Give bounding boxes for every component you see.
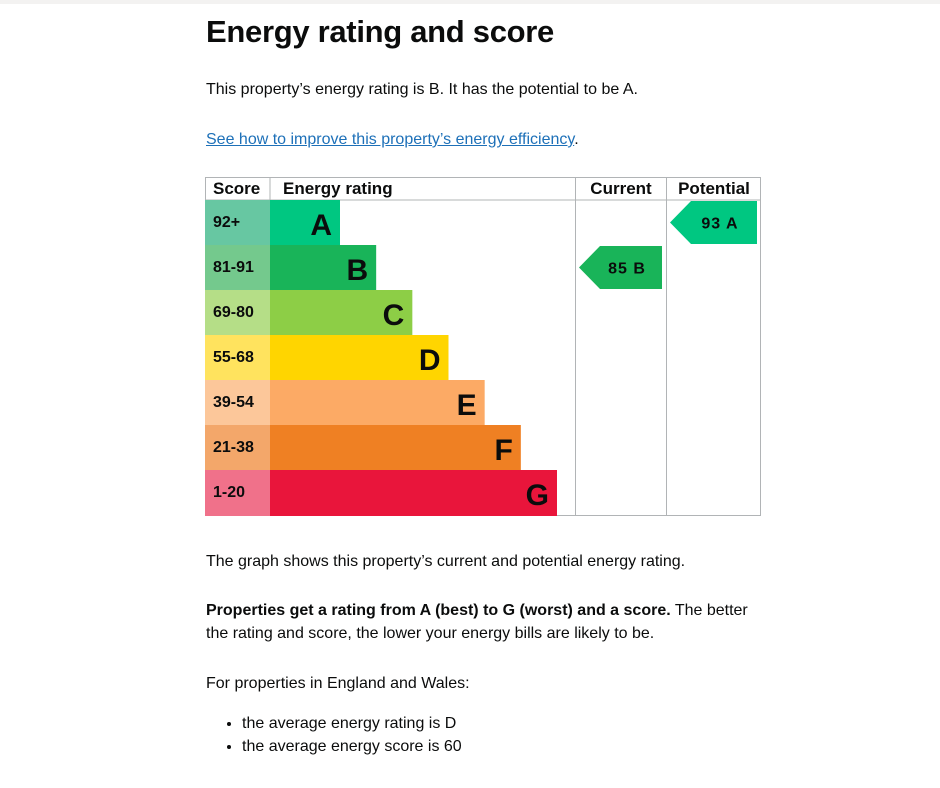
- score-range-label: 69-80: [213, 304, 254, 321]
- energy-rating-header: Energy rating: [283, 179, 393, 198]
- average-rating-item: the average energy rating is D: [242, 712, 462, 735]
- score-cell: [205, 200, 270, 245]
- score-cell: [205, 425, 270, 470]
- rating-band-bar: [270, 335, 449, 380]
- potential-header: Potential: [678, 179, 750, 198]
- rating-band-letter: E: [457, 389, 477, 422]
- link-period: .: [574, 131, 579, 148]
- rating-intro: This property’s energy rating is B. It h…: [206, 81, 638, 98]
- improve-efficiency-link[interactable]: See how to improve this property’s energ…: [206, 131, 575, 148]
- rating-band-bar: [270, 470, 557, 516]
- score-range-label: 55-68: [213, 349, 254, 366]
- graph-caption: The graph shows this property’s current …: [206, 553, 686, 570]
- top-border: [0, 0, 940, 4]
- score-range-label: 92+: [213, 214, 240, 231]
- potential-rating-label: 93 A: [701, 216, 738, 233]
- score-range-label: 1-20: [213, 484, 245, 501]
- score-range-label: 81-91: [213, 259, 254, 276]
- current-rating-label: 85 B: [608, 261, 646, 278]
- score-range-label: 21-38: [213, 439, 254, 456]
- rating-band-letter: D: [419, 344, 441, 377]
- page-title: Energy rating and score: [206, 14, 554, 49]
- improve-link-paragraph: See how to improve this property’s energ…: [206, 128, 579, 151]
- rating-band-letter: A: [310, 209, 332, 242]
- rating-info-rest: The better: [670, 602, 748, 619]
- rating-band-letter: G: [526, 479, 549, 512]
- rating-info: Properties get a rating from A (best) to…: [206, 599, 748, 645]
- average-score-item: the average energy score is 60: [242, 735, 462, 758]
- score-cell: [205, 290, 270, 335]
- score-cell: [205, 335, 270, 380]
- rating-band-bar: [270, 245, 377, 290]
- rating-band-bar: [270, 380, 485, 425]
- rating-band-bar: [270, 200, 340, 245]
- rating-info-line2: the rating and score, the lower your ene…: [206, 625, 655, 642]
- current-arrow: [579, 246, 662, 289]
- score-header: Score: [213, 179, 260, 198]
- rating-band-bar: [270, 290, 413, 335]
- score-cell: [205, 245, 270, 290]
- averages-list: the average energy rating is D the avera…: [224, 712, 462, 758]
- rating-band-letter: F: [495, 434, 513, 467]
- averages-intro: For properties in England and Wales:: [206, 675, 470, 692]
- score-range-label: 39-54: [213, 394, 254, 411]
- rating-band-letter: B: [346, 254, 368, 287]
- energy-rating-svg: Score Energy rating Current Potential 92+ A 81…: [205, 177, 761, 516]
- rating-info-bold: Properties get a rating from A (best) to…: [206, 602, 671, 619]
- rating-band-letter: C: [383, 299, 405, 332]
- score-cell: [205, 380, 270, 425]
- energy-rating-chart: Score Energy rating Current Potential 92+ A 81…: [205, 177, 761, 516]
- potential-arrow: [670, 201, 757, 244]
- current-header: Current: [590, 179, 652, 198]
- score-cell: [205, 470, 270, 516]
- rating-band-bar: [270, 425, 521, 470]
